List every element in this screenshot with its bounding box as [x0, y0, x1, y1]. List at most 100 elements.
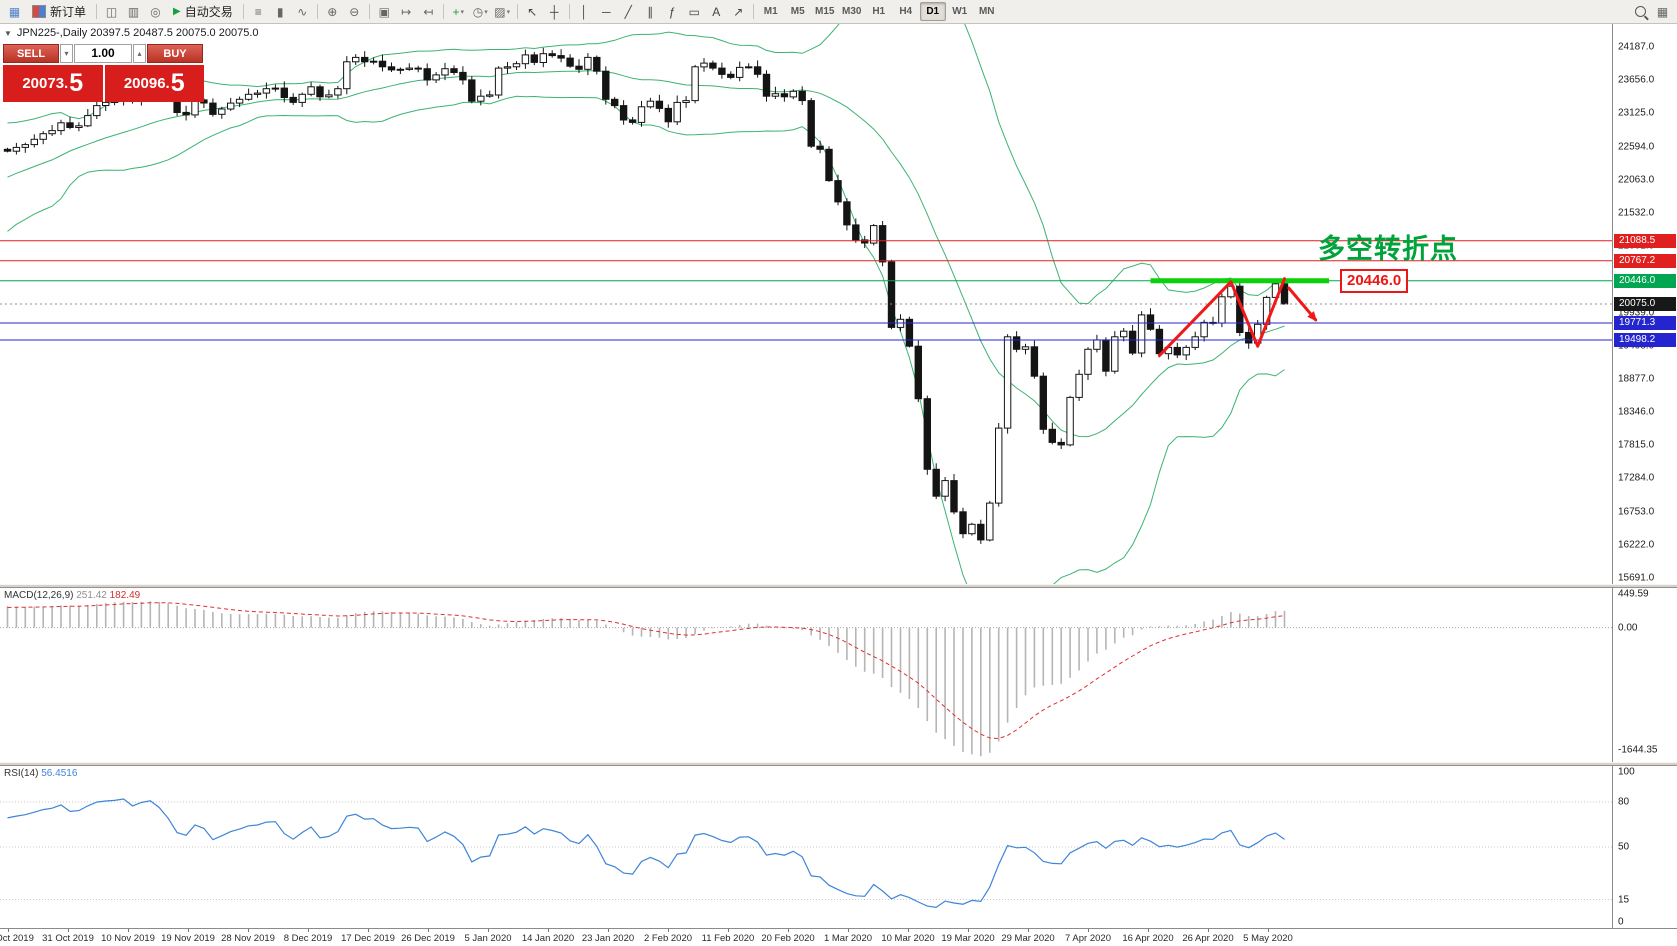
charts-grid-icon[interactable]: ◫ [105, 4, 118, 19]
navigator-icon[interactable]: ◎ [150, 4, 161, 19]
axis-label: 100 [1618, 766, 1635, 778]
date-axis-label: 11 Feb 2020 [701, 933, 755, 944]
bar-chart-icon[interactable]: ≡ [254, 4, 262, 19]
terminal-icon[interactable]: ▦ [8, 4, 21, 19]
toolbar-separator [516, 4, 518, 19]
date-axis-label: 21 Oct 2019 [0, 933, 34, 944]
bollinger-lower-band [7, 95, 1285, 584]
axis-label: 50 [1618, 841, 1630, 853]
toolbar-separator [368, 4, 370, 19]
fibonacci-icon[interactable]: ƒ [668, 4, 676, 19]
trend-zigzag-line[interactable] [1157, 277, 1286, 358]
axis-label: 17815.0 [1618, 439, 1655, 451]
periods-icon[interactable]: ◷ ▾ [472, 4, 488, 19]
auto-scroll-icon[interactable]: ↦ [401, 4, 412, 19]
axis-label: 449.59 [1618, 588, 1649, 600]
chart-shift-icon[interactable]: ↤ [423, 4, 434, 19]
zoom-out-icon[interactable]: ⊖ [349, 4, 360, 19]
date-axis-label: 16 Apr 2020 [1122, 933, 1174, 944]
buy-price-box[interactable]: 20096. 5 [104, 65, 204, 102]
one-click-collapse-icon[interactable]: ▼ [4, 28, 12, 38]
axis-label: 80 [1618, 796, 1630, 808]
new-order-button[interactable]: 新订单 [26, 2, 92, 21]
panel-splitter[interactable] [0, 584, 1677, 588]
date-axis-label: 17 Dec 2019 [341, 933, 395, 944]
main-chart-plot[interactable] [0, 24, 1612, 584]
main-price-axis[interactable]: 24187.0 23656.0 23125.0 22594.0 22063.0 21532… [1612, 24, 1677, 584]
symbol-ohlc-line: JPN225-,Daily 20397.5 20487.5 20075.0 20… [16, 27, 259, 39]
line-chart-icon[interactable]: ∿ [297, 4, 308, 19]
new-order-icon [32, 5, 46, 18]
one-click-trading-panel: SELL ▾ ▴ BUY 20073.5 20096.5 [3, 44, 204, 102]
auto-trading-button[interactable]: ▶ 自动交易 [167, 2, 239, 21]
time-axis[interactable]: 21 Oct 2019 31 Oct 2019 10 Nov 2019 19 Nov … [0, 928, 1677, 946]
current-price-tag: 20075.0 [1614, 297, 1676, 311]
macd-signal-value: 182.49 [109, 590, 141, 601]
date-axis-label: 10 Nov 2019 [101, 933, 155, 944]
timeframe-d1-button[interactable]: D1 [919, 2, 946, 21]
date-axis-label: 7 Apr 2020 [1065, 933, 1111, 944]
volume-increase-button[interactable]: ▴ [133, 44, 146, 63]
templates-icon[interactable]: ▨ ▾ [494, 4, 511, 19]
volume-decrease-button[interactable]: ▾ [60, 44, 73, 63]
window-layout-icon[interactable]: ▦ [1656, 4, 1669, 19]
timeframe-m5-button[interactable]: M5 [790, 6, 805, 17]
sell-price-box[interactable]: 20073. 5 [3, 65, 103, 102]
search-icon[interactable] [1630, 2, 1651, 21]
date-tick [728, 929, 729, 932]
date-tick [608, 929, 609, 932]
turning-point-annotation[interactable]: 多空转折点 [1318, 234, 1458, 264]
volume-input[interactable] [74, 44, 132, 63]
macd-axis[interactable]: 449.59 0.00 -1644.35 [1612, 588, 1677, 762]
indicators-icon[interactable]: + ▾ [452, 4, 464, 19]
timeframe-w1-button[interactable]: W1 [952, 6, 968, 17]
timeframe-m1-button[interactable]: M1 [763, 6, 778, 17]
sell-button[interactable]: SELL [3, 44, 59, 63]
macd-panel: MACD(12,26,9) 251.42 182.49 449.59 0.00 -1… [0, 588, 1677, 762]
date-tick [1268, 929, 1269, 932]
rsi-label: RSI(14) [4, 768, 39, 779]
panel-splitter[interactable] [0, 762, 1677, 766]
buy-button[interactable]: BUY [147, 44, 203, 63]
tile-windows-icon[interactable]: ▣ [378, 4, 390, 19]
rsi-axis[interactable]: 100 80 50 15 0 [1612, 766, 1677, 928]
axis-label: 22063.0 [1618, 174, 1655, 186]
resistance-level-callout[interactable]: 20446.0 [1340, 269, 1409, 293]
equidistant-channel-icon[interactable]: ∥ [647, 4, 654, 19]
rsi-plot[interactable] [0, 766, 1612, 928]
text-icon[interactable]: A [712, 4, 721, 19]
trendline-icon[interactable]: ╱ [624, 4, 632, 19]
bollinger-middle-band [7, 70, 1285, 438]
cursor-icon[interactable]: ↖ [527, 4, 538, 19]
horizontal-line-icon[interactable]: ─ [601, 4, 611, 19]
zoom-in-icon[interactable]: ⊕ [327, 4, 338, 19]
timeframe-m30-button[interactable]: M30 [842, 6, 862, 17]
date-tick [428, 929, 429, 932]
crosshair-icon[interactable]: ┼ [549, 4, 559, 19]
date-tick [908, 929, 909, 932]
timeframe-mn-button[interactable]: MN [978, 6, 995, 17]
dropdown-arrow-icon: ▾ [484, 8, 488, 16]
new-order-button-label: 新订单 [50, 5, 87, 19]
axis-label: -1644.35 [1618, 744, 1658, 756]
timeframe-h4-button[interactable]: H4 [899, 6, 913, 17]
axis-label: 16753.0 [1618, 506, 1655, 518]
shapes-icon[interactable]: ▭ [688, 4, 700, 19]
date-tick [968, 929, 969, 932]
date-tick [1088, 929, 1089, 932]
arrows-icon[interactable]: ↗ [733, 4, 744, 19]
timeframe-m15-button[interactable]: M15 [815, 6, 835, 17]
axis-label: 23656.0 [1618, 74, 1655, 86]
date-tick [1148, 929, 1149, 932]
macd-label-row: MACD(12,26,9) 251.42 182.49 [4, 590, 140, 601]
vertical-line-icon[interactable]: │ [580, 4, 588, 19]
date-axis-label: 29 Mar 2020 [1001, 933, 1055, 944]
macd-plot[interactable] [0, 588, 1612, 762]
auto-trading-play-icon: ▶ [173, 6, 181, 17]
timeframe-h1-button[interactable]: H1 [872, 6, 886, 17]
market-watch-icon[interactable]: ▥ [127, 4, 140, 19]
candlestick-chart-icon[interactable]: ▮ [276, 4, 284, 19]
date-tick [548, 929, 549, 932]
axis-label: 18346.0 [1618, 406, 1655, 418]
date-axis-label: 10 Mar 2020 [881, 933, 935, 944]
